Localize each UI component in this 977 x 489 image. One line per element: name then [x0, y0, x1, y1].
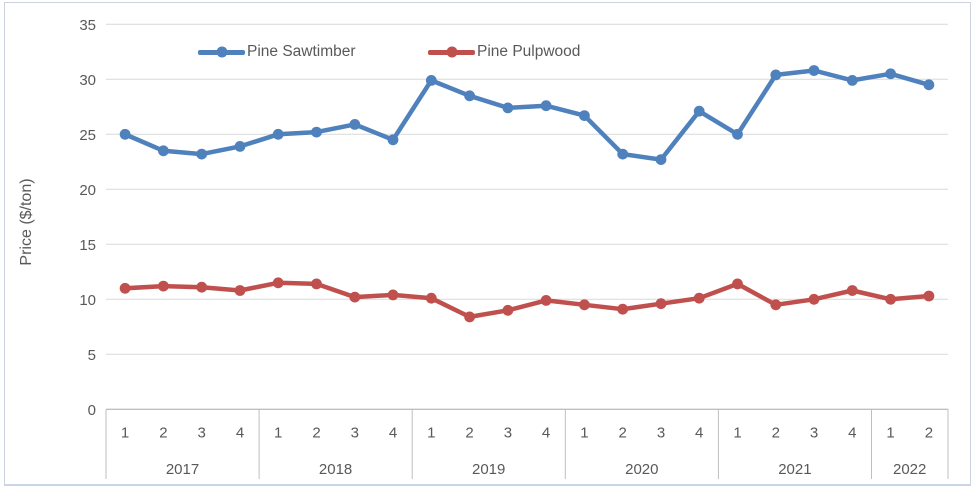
data-point-pine-pulpwood	[923, 290, 935, 302]
legend-item-pine-pulpwood: Pine Pulpwood	[428, 43, 580, 61]
data-point-pine-pulpwood	[387, 289, 399, 301]
data-point-pine-pulpwood	[311, 278, 322, 290]
data-point-pine-pulpwood	[502, 304, 514, 316]
x-year-label: 2020	[625, 461, 658, 478]
data-point-pine-sawtimber	[923, 79, 935, 91]
data-point-pine-sawtimber	[770, 69, 782, 81]
data-point-pine-sawtimber	[693, 105, 705, 117]
x-quarter-label: 4	[695, 425, 703, 442]
legend-marker-dot-icon	[216, 46, 227, 58]
data-point-pine-sawtimber	[502, 102, 514, 114]
data-point-pine-pulpwood	[693, 292, 705, 304]
data-point-pine-pulpwood	[808, 293, 820, 305]
y-tick-label: 30	[79, 72, 96, 89]
x-quarter-label: 2	[465, 425, 473, 442]
data-point-pine-sawtimber	[655, 154, 667, 166]
x-quarter-label: 1	[580, 425, 588, 442]
data-point-pine-sawtimber	[387, 134, 399, 146]
x-quarter-label: 3	[810, 425, 818, 442]
y-tick-label: 20	[79, 182, 96, 199]
x-quarter-label: 1	[886, 425, 894, 442]
y-axis-title: Price ($/ton)	[18, 178, 35, 266]
data-point-pine-sawtimber	[311, 126, 322, 138]
data-point-pine-pulpwood	[464, 311, 475, 323]
data-point-pine-pulpwood	[119, 282, 131, 294]
data-point-pine-sawtimber	[158, 145, 169, 157]
x-quarter-label: 3	[198, 425, 206, 442]
x-quarter-label: 3	[504, 425, 512, 442]
data-point-pine-pulpwood	[579, 299, 590, 311]
x-year-label: 2017	[166, 461, 199, 478]
x-quarter-label: 2	[925, 425, 933, 442]
data-point-pine-sawtimber	[196, 148, 208, 160]
data-point-pine-sawtimber	[732, 128, 743, 140]
data-point-pine-sawtimber	[617, 148, 629, 160]
x-quarter-label: 4	[389, 425, 397, 442]
data-point-pine-pulpwood	[655, 298, 667, 310]
series-line-pine-pulpwood	[122, 280, 932, 320]
y-tick-label: 5	[88, 347, 96, 364]
data-point-pine-pulpwood	[846, 285, 858, 296]
legend-label: Pine Pulpwood	[477, 43, 581, 60]
data-point-pine-sawtimber	[349, 119, 361, 130]
x-quarter-label: 4	[236, 425, 244, 442]
x-quarter-label: 2	[312, 425, 320, 442]
legend-label: Pine Sawtimber	[247, 43, 356, 60]
legend-marker-dot-icon	[446, 46, 457, 58]
data-point-pine-sawtimber	[119, 128, 131, 140]
x-quarter-label: 2	[159, 425, 167, 442]
x-quarter-label: 4	[542, 425, 550, 442]
data-point-pine-pulpwood	[540, 295, 552, 306]
legend-item-pine-sawtimber: Pine Sawtimber	[198, 43, 356, 61]
x-quarter-label: 3	[351, 425, 359, 442]
data-point-pine-pulpwood	[349, 291, 361, 303]
data-point-pine-sawtimber	[808, 65, 820, 76]
data-point-pine-pulpwood	[617, 303, 629, 315]
data-point-pine-sawtimber	[234, 141, 246, 152]
y-tick-label: 25	[79, 127, 96, 144]
data-point-pine-sawtimber	[540, 100, 552, 112]
data-point-pine-pulpwood	[732, 278, 743, 290]
y-tick-label: 35	[79, 17, 96, 34]
data-point-pine-pulpwood	[885, 293, 896, 305]
legend-line-sample-icon	[198, 46, 245, 58]
data-point-pine-sawtimber	[885, 68, 896, 80]
x-quarter-label: 2	[772, 425, 780, 442]
y-tick-label: 10	[79, 292, 96, 309]
x-quarter-label: 1	[121, 425, 129, 442]
data-point-pine-pulpwood	[158, 280, 169, 292]
y-tick-label: 15	[79, 237, 96, 254]
x-year-label: 2022	[893, 461, 926, 478]
y-tick-label: 0	[88, 402, 96, 419]
x-quarter-label: 3	[657, 425, 665, 442]
data-point-pine-sawtimber	[846, 75, 858, 86]
x-quarter-label: 4	[848, 425, 856, 442]
x-quarter-label: 1	[274, 425, 282, 442]
data-point-pine-pulpwood	[770, 299, 782, 311]
data-point-pine-pulpwood	[425, 292, 437, 304]
x-quarter-label: 1	[733, 425, 741, 442]
data-point-pine-sawtimber	[425, 75, 437, 86]
data-point-pine-sawtimber	[464, 90, 475, 102]
data-point-pine-pulpwood	[196, 281, 208, 293]
x-quarter-label: 1	[427, 425, 435, 442]
x-year-label: 2019	[472, 461, 505, 478]
x-quarter-label: 2	[619, 425, 627, 442]
data-point-pine-sawtimber	[272, 128, 284, 140]
x-year-label: 2021	[778, 461, 811, 478]
x-year-label: 2018	[319, 461, 352, 478]
data-point-pine-sawtimber	[579, 110, 590, 121]
data-point-pine-pulpwood	[234, 285, 246, 296]
series-line-pine-sawtimber	[122, 68, 932, 162]
data-point-pine-pulpwood	[272, 277, 284, 289]
legend-line-sample-icon	[428, 46, 475, 58]
